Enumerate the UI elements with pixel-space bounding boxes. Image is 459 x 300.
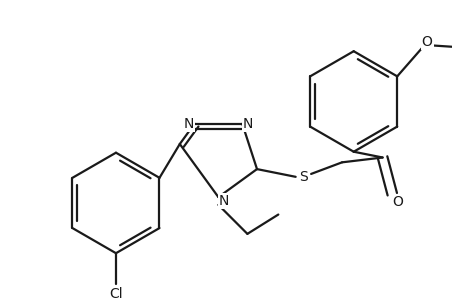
Text: N: N <box>183 117 194 131</box>
Text: N: N <box>242 117 253 131</box>
Text: S: S <box>298 170 307 184</box>
Text: Cl: Cl <box>109 287 123 300</box>
Text: O: O <box>392 195 403 209</box>
Text: O: O <box>421 34 431 49</box>
Text: N: N <box>218 194 229 208</box>
